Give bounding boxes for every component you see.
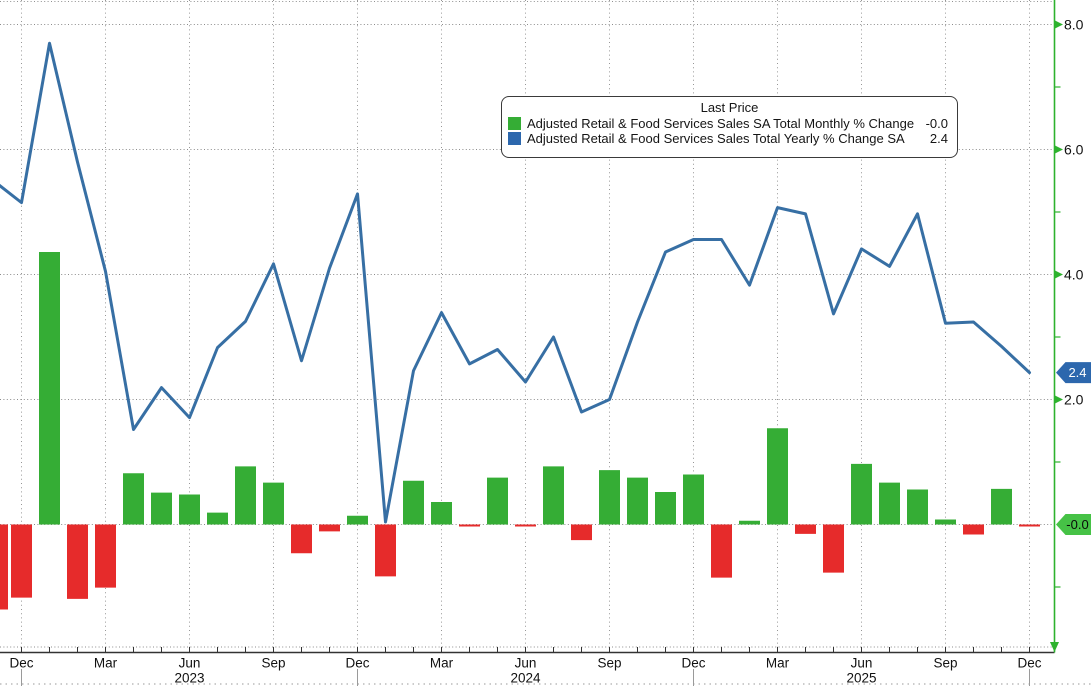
bar-may-2023 [151,492,172,525]
x-tick-label: Dec [681,656,705,671]
last-price-badges: 2.4 -0.0 [1056,362,1091,535]
bar-aug-2024 [571,524,592,541]
bar-aug-2023 [235,466,256,525]
bar-jan-2024 [375,524,396,577]
bar-sep-2024 [599,470,620,525]
bar-jan-2025 [711,524,732,578]
price-badge-value: -0.0 [1066,517,1088,532]
bar-dec-2024 [683,474,704,525]
bar-nov-2022 [0,524,8,610]
x-tick-label: Mar [430,656,454,671]
legend-last-value: -0.0 [925,116,948,131]
x-tick-label: Sep [261,656,285,671]
legend-last-value: 2.4 [929,131,948,146]
bar-apr-2025 [795,524,816,534]
bar-nov-2024 [655,492,676,525]
bar-feb-2023 [67,524,88,599]
year-label: 2024 [510,671,541,686]
x-tick-label: Mar [766,656,790,671]
bar-jun-2025 [851,463,872,525]
x-tick-label: Sep [933,656,957,671]
legend-series-name: Adjusted Retail & Food Services Sales To… [527,131,905,146]
bar-sep-2023 [263,482,284,525]
bar-oct-2023 [291,524,312,554]
bar-dec-2022 [11,524,32,598]
bar-feb-2024 [403,480,424,525]
price-badge [1056,514,1091,535]
year-label: 2023 [174,671,204,686]
y-axis: 8.0 6.0 4.0 2.0 [1050,0,1084,653]
bar-mar-2023 [95,524,116,588]
bar-aug-2025 [907,489,928,525]
bar-oct-2025 [963,524,984,535]
legend-item-monthly[interactable]: Adjusted Retail & Food Services Sales SA… [502,116,957,131]
x-tick-label: Jun [851,656,873,671]
monthly-change-bars [0,252,1040,610]
yearly-change-line [0,41,1031,524]
price-badge [1056,362,1091,384]
x-tick-label: Dec [345,656,369,671]
y-tick-label: 4.0 [1064,266,1084,282]
x-tick-label: Dec [9,656,33,671]
legend-swatch [508,132,521,145]
bar-feb-2025 [739,520,760,525]
bar-jul-2024 [543,466,564,525]
x-tick-label: Sep [597,656,621,671]
x-tick-label: Jun [179,656,201,671]
y-tick-label: 2.0 [1064,391,1084,407]
legend-title: Last Price [700,100,759,115]
bar-jul-2025 [879,482,900,525]
x-axis: Dec Mar Jun Sep Dec Mar Jun Sep Dec Mar Jun Sep Dec 2… [0,647,1055,686]
x-tick-label: Dec [1017,656,1041,671]
bar-dec-2025 [1019,524,1040,527]
bar-nov-2023 [319,524,340,532]
price-badge-value: 2.4 [1068,365,1086,380]
bar-jun-2024 [515,524,536,527]
bar-apr-2024 [459,524,480,527]
bar-mar-2025 [767,428,788,525]
bar-jan-2023 [39,252,60,525]
bar-sep-2025 [935,519,956,525]
bar-mar-2024 [431,502,452,525]
year-label: 2025 [846,671,876,686]
bar-dec-2023 [347,515,368,525]
y-tick-label: 8.0 [1064,16,1084,32]
bar-oct-2024 [627,477,648,525]
bar-nov-2025 [991,488,1012,525]
chart-legend: Last Price Adjusted Retail & Food Servic… [501,96,958,158]
x-tick-label: Mar [94,656,118,671]
bar-may-2024 [487,477,508,525]
bar-may-2025 [823,524,844,573]
x-tick-label: Jun [515,656,537,671]
legend-item-yearly[interactable]: Adjusted Retail & Food Services Sales To… [502,131,957,146]
legend-series-name: Adjusted Retail & Food Services Sales SA… [527,116,915,131]
legend-swatch [508,117,521,130]
bar-apr-2023 [123,473,144,525]
bar-jun-2023 [179,494,200,525]
y-tick-label: 6.0 [1064,141,1084,157]
bar-jul-2023 [207,512,228,525]
